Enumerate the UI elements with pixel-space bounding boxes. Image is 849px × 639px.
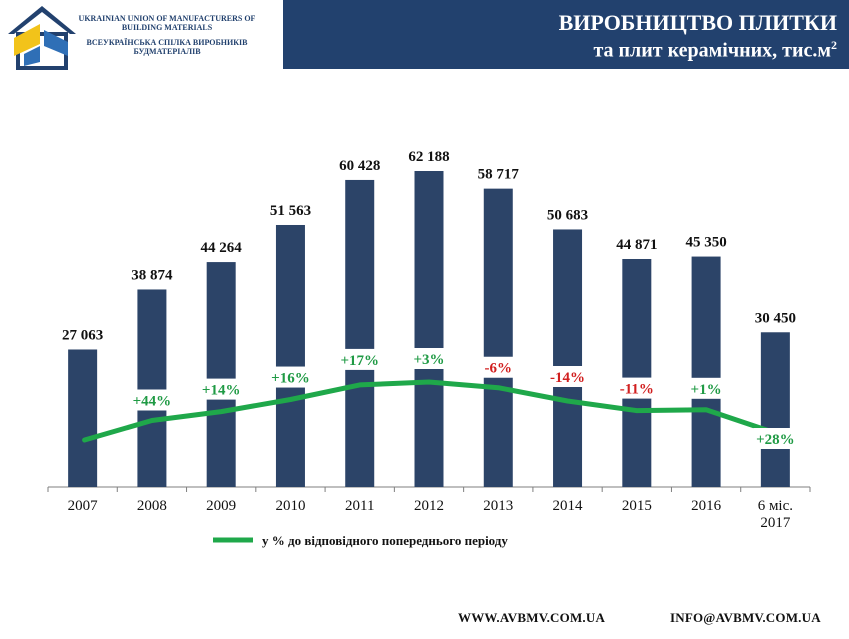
org-name-en: UKRAINIAN UNION OF MANUFACTURERS OF BUIL… — [78, 14, 256, 32]
bar-value-label: 27 063 — [62, 327, 103, 343]
percent-change-label: +44% — [133, 393, 172, 409]
org-name-ua: ВСЕУКРАЇНСЬКА СПІЛКА ВИРОБНИКІВ БУДМАТЕР… — [86, 38, 248, 56]
bar-value-label: 30 450 — [755, 310, 796, 326]
email-link[interactable]: INFO@AVBMV.COM.UA — [670, 610, 821, 625]
percent-label-box — [337, 348, 382, 370]
legend-label: у % до відповідного попереднього періоду — [262, 533, 508, 548]
percent-change-label: -11% — [620, 382, 654, 398]
bar — [414, 171, 444, 487]
bar-value-label: 44 871 — [616, 237, 657, 253]
bar — [137, 289, 167, 487]
x-tick-label: 2014 — [553, 498, 584, 514]
bar — [275, 224, 305, 488]
bar — [206, 262, 236, 487]
bar — [553, 229, 583, 487]
percent-label-box — [129, 389, 174, 411]
page-subtitle: та плит керамічних, тис.м2 — [593, 38, 837, 63]
percent-change-label: +14% — [202, 383, 241, 399]
percent-change-label: +17% — [340, 353, 379, 369]
x-tick-label: 2009 — [206, 498, 236, 514]
bar — [691, 256, 721, 487]
x-tick-label: 2013 — [483, 498, 513, 514]
bar — [345, 179, 375, 487]
bar — [622, 258, 652, 487]
bar-value-label: 58 717 — [478, 167, 520, 183]
x-tick-label: 2010 — [275, 498, 305, 514]
percent-change-label: -14% — [550, 370, 585, 386]
website-link[interactable]: WWW.AVBMV.COM.UA — [458, 610, 606, 625]
bar — [68, 349, 98, 487]
x-tick-label: 2016 — [691, 498, 722, 514]
x-tick-label: 2012 — [414, 498, 444, 514]
bar-value-label: 38 874 — [131, 267, 173, 283]
page-title: ВИРОБНИЦТВО ПЛИТКИ — [558, 10, 837, 35]
percent-label-box — [614, 377, 659, 399]
x-tick-label: 2015 — [622, 498, 652, 514]
percent-change-label: -6% — [485, 361, 513, 377]
percent-label-box — [199, 378, 244, 400]
bar-value-label: 50 683 — [547, 207, 588, 223]
x-tick-label: 2017 — [760, 515, 791, 531]
percent-change-label: +28% — [756, 432, 795, 448]
x-tick-label: 2011 — [345, 498, 374, 514]
percent-change-label: +1% — [691, 382, 722, 398]
percent-label-box — [545, 365, 590, 387]
bar — [760, 332, 790, 487]
x-tick-label: 2007 — [68, 498, 99, 514]
bar-value-label: 44 264 — [201, 240, 243, 256]
x-tick-label: 2008 — [137, 498, 167, 514]
bar-value-label: 62 188 — [408, 149, 449, 165]
x-tick-label: 6 міс. — [758, 498, 793, 514]
subtitle-superscript: 2 — [831, 38, 837, 52]
union-logo — [8, 6, 76, 70]
bar — [483, 188, 513, 487]
percent-label-box — [268, 366, 313, 388]
percent-label-box — [480, 356, 516, 378]
percent-change-label: +3% — [413, 352, 444, 368]
percent-label-box — [753, 428, 798, 449]
bar-value-label: 45 350 — [685, 235, 726, 251]
percent-change-label: +16% — [271, 371, 310, 387]
bar-value-label: 51 563 — [270, 203, 311, 219]
trend-line — [82, 379, 778, 443]
percent-label-box — [411, 348, 447, 369]
bar-value-label: 60 428 — [339, 158, 380, 174]
header-bar: ВИРОБНИЦТВО ПЛИТКИ та плит керамічних, т… — [283, 0, 849, 69]
subtitle-text: та плит керамічних, тис.м — [593, 39, 831, 62]
percent-label-box — [688, 377, 724, 399]
